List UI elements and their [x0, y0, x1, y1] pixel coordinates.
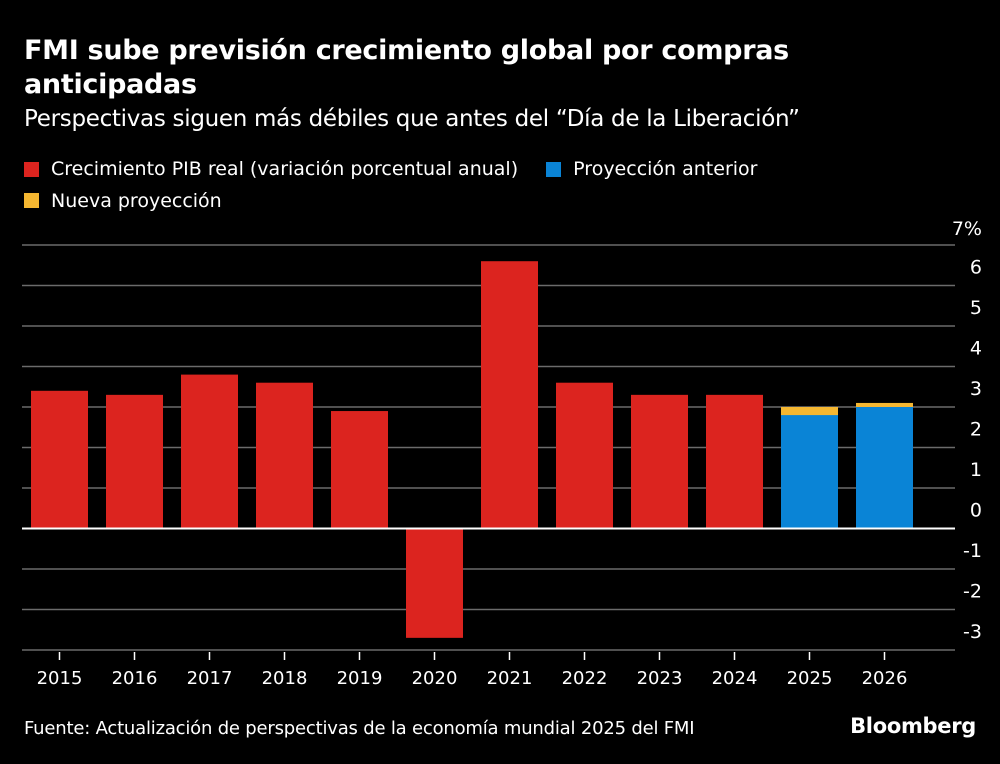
x-tick-label: 2016: [112, 668, 158, 689]
bar-previous-projection-2025: [781, 415, 838, 529]
bar-gdp-2018: [256, 382, 313, 529]
bar-gdp-2021: [481, 261, 538, 529]
y-tick-label: -3: [963, 621, 982, 643]
bloomberg-logo: Bloomberg: [850, 714, 976, 738]
legend-label: Proyección anterior: [573, 158, 758, 180]
y-tick-label: 3: [970, 378, 982, 400]
y-tick-label: 2: [970, 419, 982, 441]
chart-title: FMI sube previsión crecimiento global po…: [24, 35, 789, 100]
y-tick-label: 1: [970, 459, 982, 481]
x-tick-label: 2019: [337, 668, 383, 689]
y-tick-label: 0: [970, 500, 982, 522]
legend-item-new: Nueva proyección: [24, 186, 222, 216]
x-tick-label: 2022: [562, 668, 608, 689]
y-tick-label: 5: [970, 297, 982, 319]
legend-swatch-blue: [546, 161, 562, 177]
legend-swatch-yellow: [24, 193, 39, 208]
bars: [31, 261, 913, 638]
bar-gdp-2019: [331, 411, 388, 529]
y-tick-label: -2: [963, 581, 982, 603]
legend-label: Nueva proyección: [51, 189, 222, 212]
x-tick-label: 2017: [187, 668, 233, 689]
bar-gdp-2022: [556, 382, 613, 529]
y-tick-label: 6: [970, 257, 982, 279]
bar-gdp-2016: [106, 394, 163, 529]
x-tick-label: 2024: [712, 668, 758, 689]
y-tick-label: -1: [963, 540, 982, 562]
chart-subtitle: Perspectivas siguen más débiles que ante…: [24, 106, 800, 132]
x-tick-label: 2025: [787, 668, 833, 689]
legend-item-gdp: Crecimiento PIB real (variación porcentu…: [24, 154, 518, 184]
axes: 7% 6 5 4 3 2 1 0 -1 -2 -3 2015 2016 2017 2018 2019 2020 2…: [22, 218, 982, 689]
x-tick-label: 2021: [487, 668, 533, 689]
x-tick-label: 2026: [862, 668, 908, 689]
x-tick-label: 2020: [412, 668, 458, 689]
bar-gdp-2015: [31, 390, 88, 529]
bar-gdp-2017: [181, 374, 238, 529]
x-tick-label: 2018: [262, 668, 308, 689]
y-tick-label: 4: [970, 338, 982, 360]
y-tick-label: 7%: [952, 218, 982, 240]
bar-gdp-2024: [706, 394, 763, 529]
bar-gdp-2020: [406, 528, 463, 638]
x-tick-label: 2015: [37, 668, 83, 689]
legend-item-previous: Proyección anterior: [546, 154, 757, 184]
x-tick-label: 2023: [637, 668, 683, 689]
source-note: Fuente: Actualización de perspectivas de…: [24, 718, 695, 739]
legend: Crecimiento PIB real (variación porcentu…: [24, 154, 924, 217]
legend-swatch-red: [24, 161, 39, 177]
legend-label: Crecimiento PIB real (variación porcentu…: [51, 158, 519, 180]
bar-previous-projection-2026: [856, 407, 913, 529]
bar-gdp-2023: [631, 394, 688, 529]
